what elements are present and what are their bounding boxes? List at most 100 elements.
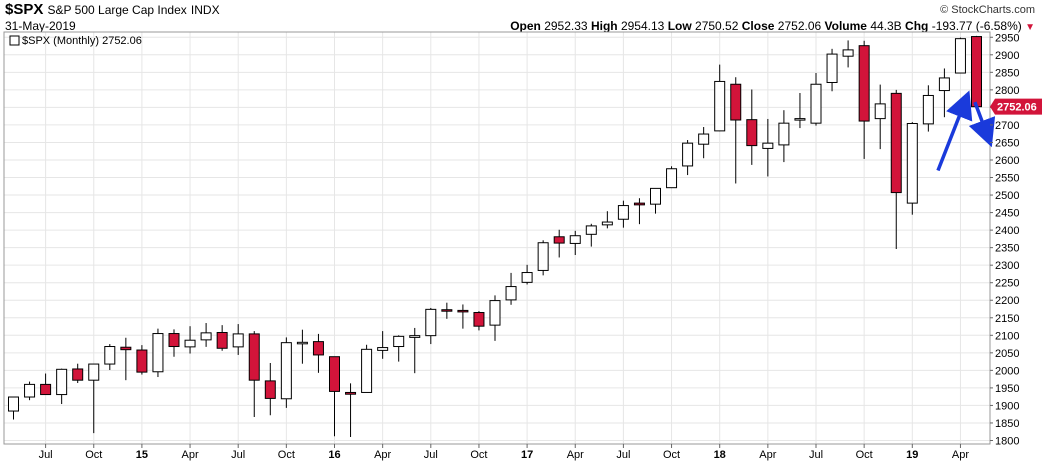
- candle: [361, 344, 373, 393]
- candle-body-up: [569, 235, 581, 244]
- high-value: 2954.13: [620, 19, 665, 33]
- x-tick-label: 18: [714, 449, 726, 461]
- y-tick-label: 2800: [995, 85, 1019, 97]
- candle-body-up: [361, 348, 373, 393]
- candle-body-down: [312, 341, 324, 356]
- candle-body-down: [553, 236, 565, 244]
- candle: [232, 324, 244, 355]
- low-value: 2750.52: [695, 19, 739, 33]
- candle-body-up: [585, 225, 597, 235]
- candle-body-down: [473, 312, 485, 327]
- candle: [505, 272, 517, 305]
- open-label: Open: [510, 19, 541, 33]
- stockcharts-brand[interactable]: © StockCharts.com: [940, 4, 1035, 16]
- candle: [200, 323, 212, 347]
- symbol-text: $SPX: [5, 1, 44, 18]
- last-price-tag: 2752.06: [990, 98, 1042, 115]
- candle: [216, 325, 228, 351]
- candle-body-up: [617, 205, 629, 220]
- candle: [633, 198, 645, 225]
- y-tick-label: 2650: [995, 137, 1019, 149]
- candle-body-up: [232, 333, 244, 348]
- volume-value: 44.3B: [870, 19, 902, 33]
- candle-body-down: [248, 333, 260, 381]
- candle-body-up: [682, 142, 694, 167]
- y-tick-label: 2200: [995, 295, 1019, 307]
- candle: [104, 344, 116, 371]
- candle-body-down: [216, 331, 228, 349]
- y-tick-label: 2000: [995, 365, 1019, 377]
- y-tick-label: 1850: [995, 418, 1019, 430]
- candle-body-down: [168, 333, 180, 348]
- candle-body-up: [938, 77, 950, 92]
- legend-swatch: [9, 35, 20, 46]
- y-tick-label: 2100: [995, 330, 1019, 342]
- candle: [778, 110, 790, 163]
- candle-body-up: [537, 242, 549, 271]
- candle-body-up: [88, 363, 100, 381]
- candle-body-up: [521, 272, 533, 283]
- y-tick-label: 2500: [995, 190, 1019, 202]
- y-tick-label: 2050: [995, 348, 1019, 360]
- candle: [345, 383, 357, 437]
- high-label: High: [590, 19, 618, 33]
- x-tick-label: Oct: [85, 449, 102, 461]
- candle: [762, 118, 774, 177]
- candle-body-down: [730, 83, 742, 121]
- candle-body-up: [906, 123, 918, 204]
- header-date: 31-May-2019: [5, 19, 76, 33]
- candle: [521, 264, 533, 285]
- candle: [601, 211, 613, 229]
- candle: [698, 127, 710, 159]
- candle-body-down: [329, 356, 340, 392]
- x-tick-label: Jul: [424, 449, 438, 461]
- y-tick-label: 2700: [995, 120, 1019, 132]
- candle-body-up: [200, 332, 212, 341]
- candle-body-down: [858, 45, 870, 122]
- arrow-up-annotation: [936, 90, 973, 172]
- candle: [585, 223, 597, 247]
- candle: [794, 93, 806, 129]
- chg-value: -193.77 (-6.58%): [931, 19, 1022, 33]
- x-tick-label: Oct: [663, 449, 680, 461]
- y-tick-label: 1950: [995, 383, 1019, 395]
- y-tick-label: 2300: [995, 260, 1019, 272]
- x-tick-label: Apr: [952, 449, 969, 461]
- candle: [906, 122, 918, 215]
- candle-body-down: [72, 368, 84, 381]
- candle: [377, 331, 389, 359]
- candle-body-up: [842, 49, 854, 57]
- plot-frame: [3, 31, 991, 445]
- candle-body-down: [345, 391, 357, 395]
- candle: [473, 311, 485, 331]
- candle-body-up: [650, 187, 661, 205]
- candle-body-down: [40, 383, 52, 396]
- candle: [40, 373, 52, 396]
- candle-body-up: [778, 122, 790, 146]
- candle: [280, 337, 292, 408]
- candle: [714, 64, 726, 132]
- candle-body-down: [633, 202, 645, 206]
- x-tick-label: Apr: [181, 449, 198, 461]
- candle-body-up: [152, 333, 164, 373]
- candle-body-up: [714, 80, 726, 132]
- candle: [826, 48, 838, 92]
- candle-body-up: [601, 221, 613, 226]
- candle: [120, 337, 132, 381]
- x-tick-label: Jul: [39, 449, 53, 461]
- candle-body-up: [826, 53, 838, 83]
- candle: [874, 84, 886, 150]
- candle: [730, 77, 742, 184]
- candle: [425, 307, 437, 345]
- candle: [617, 200, 629, 228]
- candle-body-up: [489, 300, 501, 326]
- candle-body-up: [280, 342, 292, 400]
- candle: [56, 368, 68, 405]
- y-tick-label: 2900: [995, 50, 1019, 62]
- y-tick-label: 1800: [995, 435, 1019, 447]
- candle-body-up: [8, 396, 19, 412]
- y-tick-label: 1900: [995, 400, 1019, 412]
- candle: [88, 363, 100, 434]
- candle-body-up: [377, 347, 389, 351]
